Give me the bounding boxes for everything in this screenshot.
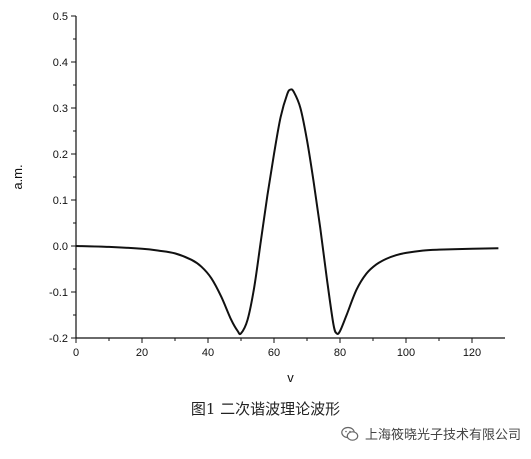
y-tick-label: 0.1: [53, 195, 68, 207]
x-tick-label: 100: [397, 347, 415, 359]
plot-area: [75, 88, 499, 336]
y-tick-label: 0.0: [53, 241, 68, 253]
x-tick-label: 40: [202, 347, 214, 359]
x-tick-label: 0: [73, 347, 79, 359]
y-tick-label: 0.5: [53, 11, 68, 23]
watermark: 上海筱晓光子技术有限公司: [341, 424, 521, 443]
wechat-icon: [341, 426, 359, 441]
y-tick-label: 0.3: [53, 103, 68, 115]
watermark-text: 上海筱晓光子技术有限公司: [364, 428, 521, 443]
y-tick-label: 0.2: [53, 149, 68, 161]
y-tick-label: -0.2: [49, 333, 68, 345]
y-tick-label: 0.4: [53, 57, 68, 69]
x-tick-label: 80: [334, 347, 346, 359]
axes: [75, 16, 505, 339]
y-ticks: -0.2 -0.1 0.0 0.1 0.2 0.3 0.4 0.5: [49, 11, 76, 345]
y-axis-label: a.m.: [10, 164, 25, 189]
figure-caption: 图1 二次谐波理论波形: [190, 400, 341, 418]
x-tick-label: 20: [136, 347, 148, 359]
x-ticks: 0 20 40 60 80 100 120: [73, 338, 481, 359]
x-axis-label: v: [287, 370, 294, 385]
x-tick-label: 120: [463, 347, 481, 359]
x-tick-label: 60: [268, 347, 280, 359]
line-chart: 0 20 40 60 80 100 120 -0.2 -0.1 0.0 0.1 0.2 0.3 0.4 0…: [10, 11, 505, 385]
series-line: [75, 88, 499, 336]
y-tick-label: -0.1: [49, 287, 68, 299]
